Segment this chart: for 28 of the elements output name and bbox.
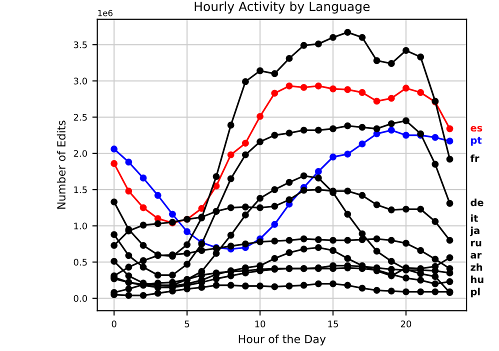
text: it xyxy=(471,214,478,222)
x-tick-label: 0 xyxy=(112,320,116,328)
text: ar xyxy=(470,253,482,259)
y-tick-label: 1.5 xyxy=(74,186,87,194)
chart-title: Hourly Activity by Language xyxy=(194,1,370,14)
text: ja xyxy=(470,226,480,236)
y-tick-label: 1.0 xyxy=(74,222,87,230)
y-tick-label: 3.0 xyxy=(74,78,87,84)
text: zh xyxy=(470,263,482,271)
y-tick-label: 2.0 xyxy=(74,150,87,157)
x-axis-title: Hour of the Day xyxy=(238,334,326,346)
y-tick-label: 3.5 xyxy=(74,41,87,48)
y-tick-label: 2.5 xyxy=(74,114,87,121)
text: ru xyxy=(471,240,482,246)
series-label: pl xyxy=(471,288,480,298)
series-label: de xyxy=(470,198,484,206)
x-tick-label: 10 xyxy=(255,320,266,328)
y-tick-label: 0.0 xyxy=(74,295,87,302)
series-label: es xyxy=(470,126,482,132)
x-tick-label: 5 xyxy=(184,320,190,328)
y-axis-title: Number of Edits xyxy=(56,120,66,209)
text: hu xyxy=(471,276,484,284)
x-tick-label: 20 xyxy=(400,320,412,328)
y-tick-label: 0.5 xyxy=(74,258,87,266)
text: 1e6 xyxy=(98,10,113,16)
series-label: fr xyxy=(470,154,480,162)
series-label: pt xyxy=(471,136,482,146)
x-tick-label: 15 xyxy=(328,320,338,328)
